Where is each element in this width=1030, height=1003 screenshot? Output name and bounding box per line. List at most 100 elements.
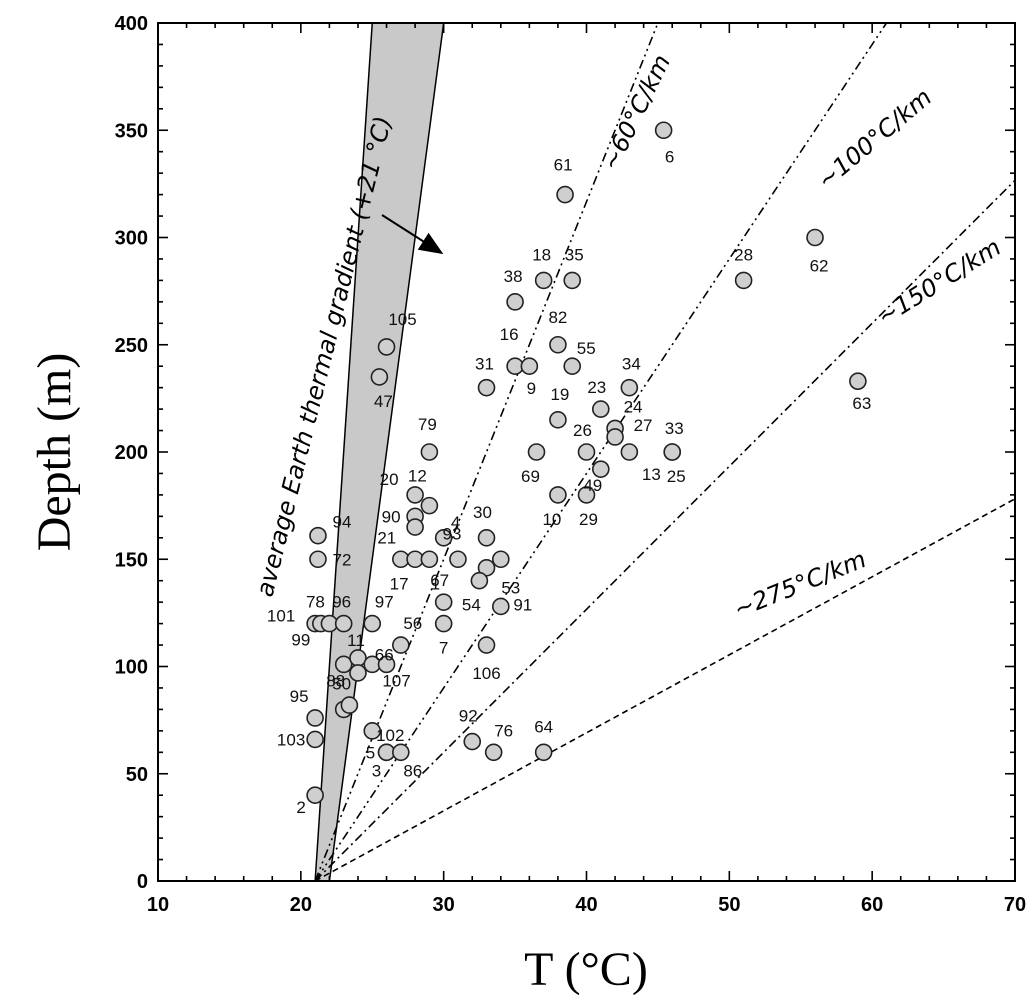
data-point	[420, 443, 439, 461]
data-point	[491, 550, 510, 569]
point-label: 47	[374, 392, 393, 411]
y-tick-label: 150	[115, 549, 148, 571]
data-point	[534, 271, 553, 290]
point-label: 7	[439, 639, 448, 658]
gradient-label-275: ~275°C/km	[730, 545, 870, 623]
data-point	[563, 357, 582, 376]
point-label: 56	[403, 614, 422, 633]
data-point	[392, 743, 410, 762]
point-label: 4	[451, 513, 460, 532]
data-point	[340, 696, 359, 714]
data-point	[663, 443, 682, 461]
data-point	[591, 400, 610, 418]
point-label: 69	[521, 467, 540, 486]
data-point	[734, 271, 753, 290]
point-label: 49	[583, 476, 602, 495]
point-label: 99	[291, 631, 310, 650]
point-label: 31	[475, 355, 494, 374]
point-label: 93	[442, 524, 461, 543]
point-label: 91	[513, 595, 532, 614]
point-label: 13	[642, 465, 661, 484]
data-point	[449, 550, 467, 569]
data-point	[309, 526, 327, 545]
data-point	[654, 121, 673, 140]
point-label: 26	[573, 421, 592, 440]
point-label: 5	[366, 743, 375, 762]
point-label: 34	[622, 355, 641, 374]
point-label: 54	[462, 596, 481, 615]
point-label: 103	[277, 730, 305, 749]
point-label: 64	[534, 717, 553, 736]
data-point	[491, 597, 510, 616]
data-point	[363, 614, 382, 633]
data-point	[470, 571, 489, 590]
data-point	[527, 443, 546, 461]
point-label: 12	[408, 467, 427, 486]
data-point	[420, 550, 439, 569]
data-point	[377, 338, 396, 356]
point-label: 72	[333, 550, 352, 569]
data-point	[549, 411, 567, 429]
point-label: 61	[554, 156, 573, 175]
data-point	[363, 722, 382, 740]
point-label: 19	[550, 385, 569, 404]
point-label: 67	[430, 571, 449, 590]
data-point	[520, 357, 539, 376]
data-points	[306, 121, 867, 805]
data-point	[549, 486, 567, 504]
data-point	[392, 636, 410, 654]
point-label: 101	[267, 607, 295, 626]
data-point	[434, 528, 453, 547]
data-point	[549, 335, 567, 354]
point-label: 6	[665, 147, 674, 166]
point-label: 92	[459, 707, 478, 726]
x-tick-label: 30	[433, 894, 455, 916]
point-label: 28	[734, 245, 753, 264]
data-point	[309, 550, 327, 569]
point-label: 105	[388, 310, 416, 329]
y-axis-title: Depth (m)	[28, 353, 81, 552]
y-tick-label: 400	[115, 13, 148, 35]
data-point	[849, 372, 867, 391]
point-label: 82	[548, 308, 567, 327]
point-label: 27	[634, 416, 653, 435]
data-point	[477, 528, 496, 547]
point-label: 95	[290, 687, 309, 706]
data-point	[434, 593, 453, 611]
data-point	[306, 730, 324, 749]
data-point	[606, 428, 624, 446]
data-point	[477, 378, 496, 397]
y-tick-label: 200	[115, 442, 148, 464]
point-label: 96	[332, 593, 351, 612]
data-point	[591, 460, 610, 478]
point-label: 90	[382, 507, 401, 526]
y-tick-label: 100	[115, 657, 148, 679]
point-label: 1	[431, 574, 440, 593]
data-point	[806, 228, 824, 247]
data-point	[420, 496, 439, 515]
gradient-label-150: ~150°C/km	[872, 233, 1006, 331]
x-tick-label: 40	[575, 894, 597, 916]
data-point	[620, 443, 639, 461]
gradient-label-100: ~100°C/km	[812, 83, 937, 194]
point-label: 94	[333, 513, 352, 532]
point-label: 25	[667, 467, 686, 486]
data-point	[620, 378, 639, 397]
x-tick-label: 20	[290, 894, 312, 916]
point-label: 17	[390, 574, 409, 593]
point-label: 33	[665, 419, 684, 438]
data-point	[377, 655, 396, 674]
data-point	[556, 185, 574, 204]
x-tick-label: 10	[147, 894, 169, 916]
data-point	[577, 486, 596, 504]
data-point	[534, 743, 553, 762]
point-label: 38	[504, 267, 523, 286]
data-point	[484, 743, 503, 762]
data-point	[370, 368, 389, 386]
point-label: 76	[494, 721, 513, 740]
point-label: 78	[306, 593, 325, 612]
data-point	[334, 614, 353, 633]
y-tick-label: 250	[115, 335, 148, 357]
